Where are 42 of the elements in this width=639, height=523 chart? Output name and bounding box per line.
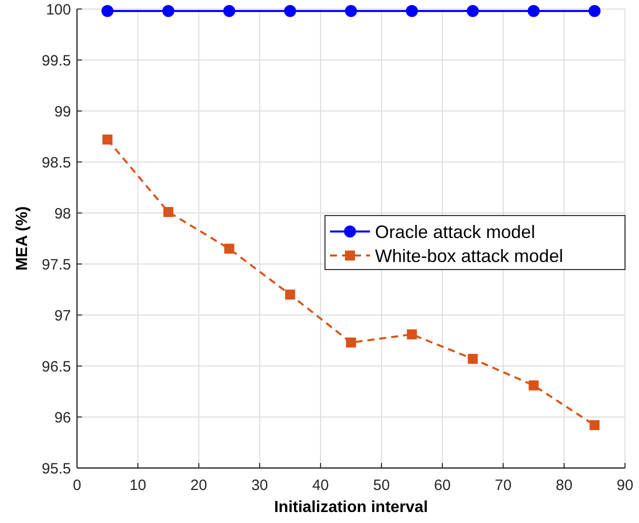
y-tick-label: 95.5 (42, 460, 71, 478)
point (162, 5, 174, 18)
point (346, 338, 356, 348)
point (101, 5, 114, 18)
point (223, 5, 236, 18)
point (528, 5, 540, 18)
point (466, 5, 479, 18)
x-tick-label: 10 (130, 477, 146, 494)
y-tick-label: 96.5 (42, 358, 71, 376)
y-tick-label: 97.5 (42, 256, 71, 274)
point (163, 206, 174, 217)
x-tick-label: 50 (373, 477, 390, 494)
x-tick-label: 40 (312, 477, 329, 494)
x-axis-title: Initialization interval (274, 499, 428, 516)
y-tick-label: 97 (54, 307, 71, 324)
legend-label: White-box attack model (375, 246, 564, 266)
y-tick-label: 100 (46, 1, 71, 18)
point (345, 5, 357, 18)
point (102, 134, 112, 145)
x-tick-label: 30 (251, 477, 268, 494)
point (406, 5, 418, 18)
point (590, 420, 600, 430)
point (285, 290, 296, 300)
x-tick-label: 60 (434, 477, 451, 494)
y-axis-title: MEA (%) (14, 206, 31, 271)
y-tick-label: 96 (54, 409, 71, 426)
legend-label: Oracle attack model (375, 222, 536, 242)
x-tick-label: 0 (72, 477, 82, 494)
point (468, 354, 478, 364)
point (284, 5, 296, 18)
x-tick-label: 70 (494, 477, 512, 494)
point (528, 380, 539, 390)
x-tick-label: 80 (556, 477, 572, 494)
x-tick-label: 90 (616, 477, 634, 494)
point (224, 244, 234, 254)
point (406, 329, 417, 340)
y-tick-label: 98 (54, 205, 71, 222)
y-tick-label: 99 (54, 103, 71, 120)
y-tick-label: 99.5 (42, 52, 71, 70)
x-tick-label: 20 (190, 477, 208, 494)
point (588, 5, 601, 18)
y-tick-label: 98.5 (42, 154, 71, 172)
